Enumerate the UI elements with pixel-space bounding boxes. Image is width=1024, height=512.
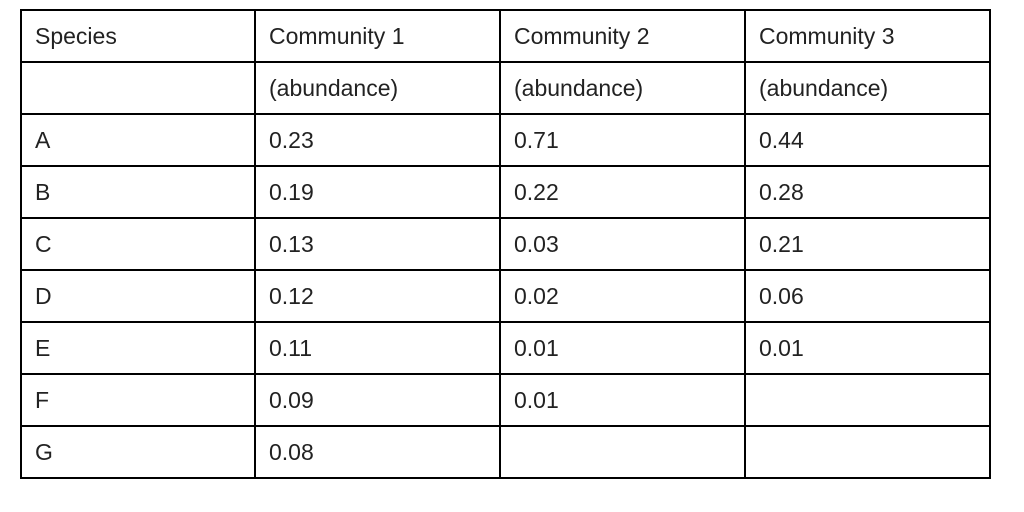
table-cell: 0.13 xyxy=(254,217,501,271)
abundance-table: Species Community 1 Community 2 Community 3… xyxy=(20,9,991,479)
table-cell xyxy=(744,425,991,479)
data-row: D 0.12 0.02 0.06 xyxy=(20,269,991,323)
table-cell: Community 1 xyxy=(254,9,501,63)
header-row: Species Community 1 Community 2 Community 3 xyxy=(20,9,991,63)
data-row: B 0.19 0.22 0.28 xyxy=(20,165,991,219)
table-cell: 0.21 xyxy=(744,217,991,271)
table-cell: Community 3 xyxy=(744,9,991,63)
table-cell: 0.01 xyxy=(499,373,746,427)
table-cell: 0.02 xyxy=(499,269,746,323)
table-cell xyxy=(744,373,991,427)
table-cell: A xyxy=(20,113,256,167)
table-cell: 0.01 xyxy=(499,321,746,375)
table-cell: C xyxy=(20,217,256,271)
data-row: E 0.11 0.01 0.01 xyxy=(20,321,991,375)
table-cell xyxy=(20,61,256,115)
table-cell: Species xyxy=(20,9,256,63)
table-cell: 0.06 xyxy=(744,269,991,323)
table-cell: 0.44 xyxy=(744,113,991,167)
table-cell: F xyxy=(20,373,256,427)
table-cell: 0.08 xyxy=(254,425,501,479)
table-container: Species Community 1 Community 2 Community 3… xyxy=(20,9,991,479)
table-cell: 0.23 xyxy=(254,113,501,167)
table-cell: E xyxy=(20,321,256,375)
table-cell: (abundance) xyxy=(254,61,501,115)
data-row: C 0.13 0.03 0.21 xyxy=(20,217,991,271)
table-cell: 0.01 xyxy=(744,321,991,375)
data-row: A 0.23 0.71 0.44 xyxy=(20,113,991,167)
table-cell: 0.11 xyxy=(254,321,501,375)
table-cell: D xyxy=(20,269,256,323)
data-row: G 0.08 xyxy=(20,425,991,479)
subheader-row: (abundance) (abundance) (abundance) xyxy=(20,61,991,115)
table-cell: 0.12 xyxy=(254,269,501,323)
table-body: Species Community 1 Community 2 Community 3… xyxy=(20,9,991,479)
table-cell: 0.09 xyxy=(254,373,501,427)
table-cell: 0.19 xyxy=(254,165,501,219)
table-cell: Community 2 xyxy=(499,9,746,63)
table-cell: G xyxy=(20,425,256,479)
table-cell: (abundance) xyxy=(499,61,746,115)
table-cell: 0.22 xyxy=(499,165,746,219)
table-cell xyxy=(499,425,746,479)
table-cell: 0.71 xyxy=(499,113,746,167)
table-cell: (abundance) xyxy=(744,61,991,115)
data-row: F 0.09 0.01 xyxy=(20,373,991,427)
table-cell: 0.03 xyxy=(499,217,746,271)
table-cell: 0.28 xyxy=(744,165,991,219)
table-cell: B xyxy=(20,165,256,219)
